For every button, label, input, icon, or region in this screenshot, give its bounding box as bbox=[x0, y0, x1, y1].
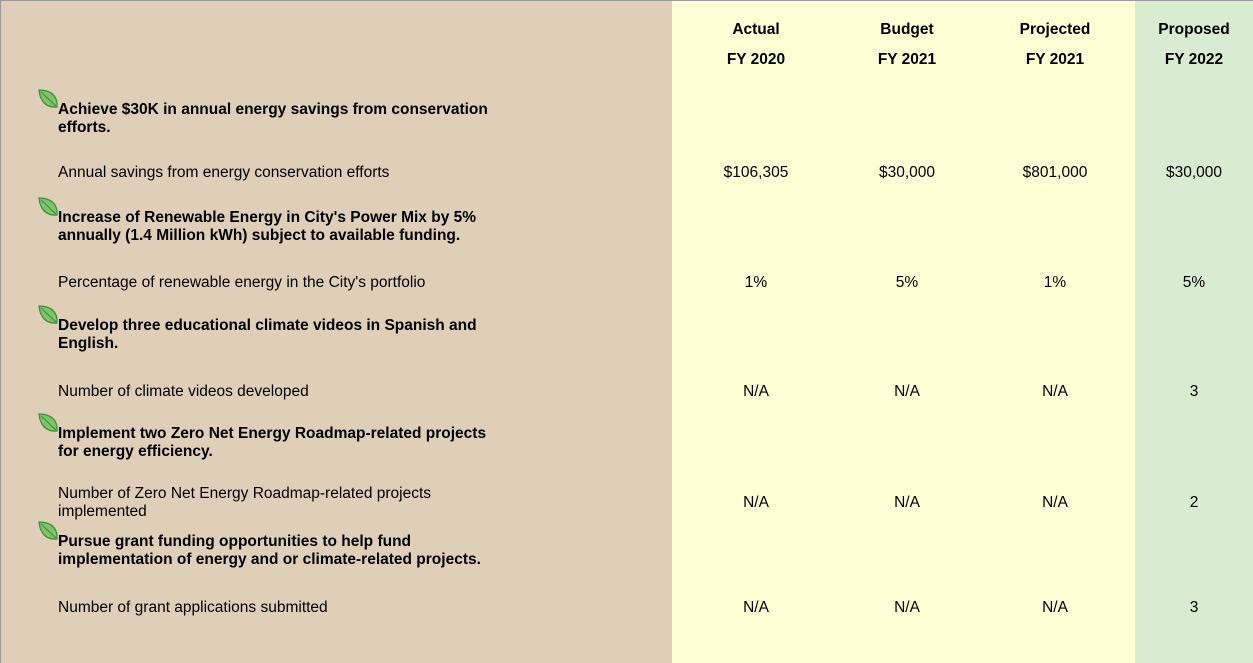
measure-value: 3 bbox=[1189, 599, 1199, 616]
measure-value: 2 bbox=[1189, 494, 1199, 511]
leaf-icon bbox=[38, 89, 58, 108]
measure-label: Annual savings from energy conservation … bbox=[58, 164, 390, 181]
leaf-icon bbox=[38, 521, 58, 540]
column-header: FY 2022 bbox=[1164, 51, 1224, 68]
measure-value: $106,305 bbox=[723, 164, 789, 181]
measure-label: Number of Zero Net Energy Roadmap-relate… bbox=[58, 485, 432, 502]
measure-value: 5% bbox=[895, 274, 919, 291]
proposed-column bbox=[1135, 0, 1253, 663]
goal-title: for energy efficiency. bbox=[58, 443, 213, 460]
column-header: Actual bbox=[732, 21, 780, 38]
column-header: Budget bbox=[880, 21, 934, 38]
measure-label: Number of grant applications submitted bbox=[58, 599, 328, 616]
goal-title: annually (1.4 Million kWh) subject to av… bbox=[58, 227, 461, 244]
leaf-icon bbox=[38, 305, 58, 324]
measure-value: 3 bbox=[1189, 383, 1199, 400]
goal-title: Pursue grant funding opportunities to he… bbox=[58, 533, 412, 550]
measure-value: 5% bbox=[1182, 274, 1206, 291]
history-columns bbox=[672, 0, 1135, 663]
measure-value: $30,000 bbox=[1165, 164, 1223, 181]
column-header: FY 2021 bbox=[1025, 51, 1085, 68]
measure-value: N/A bbox=[894, 383, 920, 400]
column-header: FY 2021 bbox=[877, 51, 937, 68]
measure-value: N/A bbox=[743, 599, 769, 616]
goal-title: Implement two Zero Net Energy Roadmap-re… bbox=[58, 425, 487, 442]
measure-value: N/A bbox=[1042, 599, 1068, 616]
measure-value: $801,000 bbox=[1022, 164, 1088, 181]
column-header: Proposed bbox=[1158, 21, 1230, 38]
measure-label: implemented bbox=[58, 503, 147, 520]
leaf-icon bbox=[38, 197, 58, 216]
leaf-icon bbox=[38, 413, 58, 432]
measure-value: 1% bbox=[744, 274, 768, 291]
measure-value: N/A bbox=[894, 494, 920, 511]
measure-label: Number of climate videos developed bbox=[58, 383, 309, 400]
goal-title: implementation of energy and or climate-… bbox=[58, 551, 481, 568]
measure-label: Percentage of renewable energy in the Ci… bbox=[58, 274, 426, 291]
goal-title: Develop three educational climate videos… bbox=[58, 317, 477, 334]
measure-value: N/A bbox=[743, 383, 769, 400]
measure-value: N/A bbox=[1042, 494, 1068, 511]
label-column bbox=[0, 0, 672, 663]
measure-value: 1% bbox=[1043, 274, 1067, 291]
measure-value: N/A bbox=[894, 599, 920, 616]
goal-title: Increase of Renewable Energy in City's P… bbox=[58, 209, 477, 226]
measure-value: N/A bbox=[1042, 383, 1068, 400]
column-header: FY 2020 bbox=[726, 51, 786, 68]
goal-title: Achieve $30K in annual energy savings fr… bbox=[58, 101, 488, 118]
column-header: Projected bbox=[1019, 21, 1091, 38]
goal-title: English. bbox=[58, 335, 119, 352]
measure-value: N/A bbox=[743, 494, 769, 511]
goal-title: efforts. bbox=[58, 119, 111, 136]
measure-value: $30,000 bbox=[878, 164, 936, 181]
